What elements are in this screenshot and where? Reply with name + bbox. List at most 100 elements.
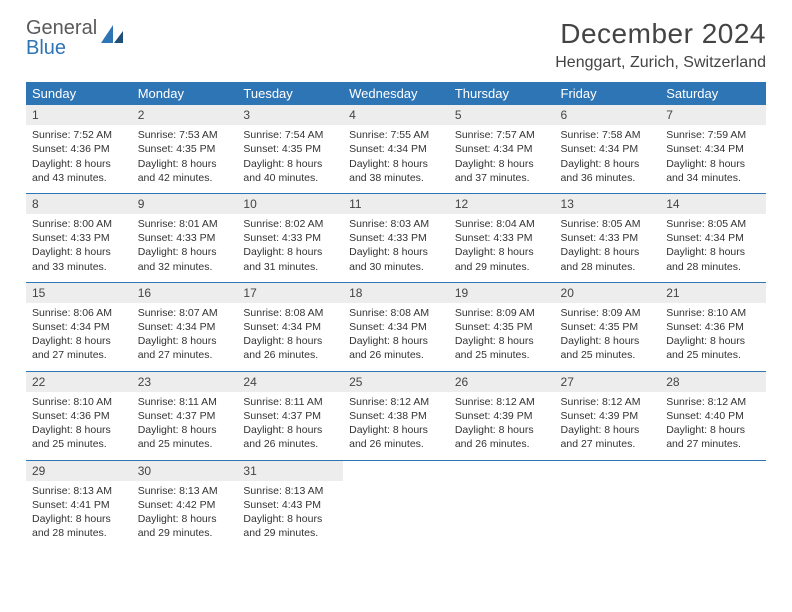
sunrise-text: Sunrise: 8:06 AM bbox=[32, 306, 126, 320]
sunrise-text: Sunrise: 8:13 AM bbox=[243, 484, 337, 498]
daylight-text: Daylight: 8 hours bbox=[32, 157, 126, 171]
sunrise-text: Sunrise: 7:59 AM bbox=[666, 128, 760, 142]
sunset-text: Sunset: 4:33 PM bbox=[561, 231, 655, 245]
calendar-day-cell: 27Sunrise: 8:12 AMSunset: 4:39 PMDayligh… bbox=[555, 371, 661, 460]
day-body: Sunrise: 8:05 AMSunset: 4:33 PMDaylight:… bbox=[555, 214, 661, 282]
calendar-week-row: 15Sunrise: 8:06 AMSunset: 4:34 PMDayligh… bbox=[26, 282, 766, 371]
sunset-text: Sunset: 4:33 PM bbox=[349, 231, 443, 245]
sunrise-text: Sunrise: 8:11 AM bbox=[243, 395, 337, 409]
day-body: Sunrise: 8:12 AMSunset: 4:39 PMDaylight:… bbox=[555, 392, 661, 460]
calendar-day-cell: 1Sunrise: 7:52 AMSunset: 4:36 PMDaylight… bbox=[26, 105, 132, 193]
daylight-text: and 28 minutes. bbox=[32, 526, 126, 540]
day-number: 6 bbox=[555, 105, 661, 125]
sunrise-text: Sunrise: 8:10 AM bbox=[32, 395, 126, 409]
brand-line2: Blue bbox=[26, 38, 97, 58]
daylight-text: Daylight: 8 hours bbox=[666, 245, 760, 259]
day-number: 25 bbox=[343, 372, 449, 392]
daylight-text: and 34 minutes. bbox=[666, 171, 760, 185]
calendar-day-cell: 5Sunrise: 7:57 AMSunset: 4:34 PMDaylight… bbox=[449, 105, 555, 193]
daylight-text: Daylight: 8 hours bbox=[138, 334, 232, 348]
sunrise-text: Sunrise: 8:05 AM bbox=[666, 217, 760, 231]
calendar-day-cell: 19Sunrise: 8:09 AMSunset: 4:35 PMDayligh… bbox=[449, 282, 555, 371]
day-number: 19 bbox=[449, 283, 555, 303]
calendar-day-cell: ..... bbox=[449, 460, 555, 548]
weekday-header: Thursday bbox=[449, 82, 555, 105]
weekday-header: Tuesday bbox=[237, 82, 343, 105]
sunset-text: Sunset: 4:37 PM bbox=[138, 409, 232, 423]
daylight-text: and 26 minutes. bbox=[455, 437, 549, 451]
calendar-day-cell: 28Sunrise: 8:12 AMSunset: 4:40 PMDayligh… bbox=[660, 371, 766, 460]
daylight-text: and 40 minutes. bbox=[243, 171, 337, 185]
daylight-text: and 38 minutes. bbox=[349, 171, 443, 185]
calendar-day-cell: 18Sunrise: 8:08 AMSunset: 4:34 PMDayligh… bbox=[343, 282, 449, 371]
daylight-text: and 30 minutes. bbox=[349, 260, 443, 274]
calendar-day-cell: ..... bbox=[343, 460, 449, 548]
daylight-text: Daylight: 8 hours bbox=[138, 423, 232, 437]
sail-icon bbox=[99, 23, 125, 53]
sunset-text: Sunset: 4:34 PM bbox=[349, 142, 443, 156]
sunrise-text: Sunrise: 8:10 AM bbox=[666, 306, 760, 320]
daylight-text: and 32 minutes. bbox=[138, 260, 232, 274]
day-body: Sunrise: 7:53 AMSunset: 4:35 PMDaylight:… bbox=[132, 125, 238, 193]
daylight-text: Daylight: 8 hours bbox=[561, 423, 655, 437]
daylight-text: and 33 minutes. bbox=[32, 260, 126, 274]
day-body: Sunrise: 8:01 AMSunset: 4:33 PMDaylight:… bbox=[132, 214, 238, 282]
weekday-header: Saturday bbox=[660, 82, 766, 105]
daylight-text: Daylight: 8 hours bbox=[349, 157, 443, 171]
calendar-table: Sunday Monday Tuesday Wednesday Thursday… bbox=[26, 82, 766, 548]
sunrise-text: Sunrise: 8:11 AM bbox=[138, 395, 232, 409]
sunset-text: Sunset: 4:33 PM bbox=[32, 231, 126, 245]
day-body: Sunrise: 8:03 AMSunset: 4:33 PMDaylight:… bbox=[343, 214, 449, 282]
day-number: 5 bbox=[449, 105, 555, 125]
daylight-text: and 29 minutes. bbox=[138, 526, 232, 540]
day-number: 24 bbox=[237, 372, 343, 392]
daylight-text: Daylight: 8 hours bbox=[349, 334, 443, 348]
sunrise-text: Sunrise: 8:13 AM bbox=[32, 484, 126, 498]
calendar-day-cell: 10Sunrise: 8:02 AMSunset: 4:33 PMDayligh… bbox=[237, 193, 343, 282]
sunset-text: Sunset: 4:33 PM bbox=[138, 231, 232, 245]
daylight-text: and 31 minutes. bbox=[243, 260, 337, 274]
sunrise-text: Sunrise: 8:12 AM bbox=[666, 395, 760, 409]
calendar-day-cell: ..... bbox=[555, 460, 661, 548]
day-body: Sunrise: 8:08 AMSunset: 4:34 PMDaylight:… bbox=[343, 303, 449, 371]
daylight-text: Daylight: 8 hours bbox=[243, 245, 337, 259]
day-number: 1 bbox=[26, 105, 132, 125]
sunrise-text: Sunrise: 7:54 AM bbox=[243, 128, 337, 142]
daylight-text: and 25 minutes. bbox=[138, 437, 232, 451]
calendar-week-row: 1Sunrise: 7:52 AMSunset: 4:36 PMDaylight… bbox=[26, 105, 766, 193]
sunset-text: Sunset: 4:34 PM bbox=[138, 320, 232, 334]
daylight-text: and 25 minutes. bbox=[666, 348, 760, 362]
sunrise-text: Sunrise: 8:12 AM bbox=[455, 395, 549, 409]
sunset-text: Sunset: 4:34 PM bbox=[455, 142, 549, 156]
day-body: Sunrise: 7:57 AMSunset: 4:34 PMDaylight:… bbox=[449, 125, 555, 193]
sunrise-text: Sunrise: 8:09 AM bbox=[561, 306, 655, 320]
sunset-text: Sunset: 4:34 PM bbox=[561, 142, 655, 156]
daylight-text: Daylight: 8 hours bbox=[243, 512, 337, 526]
sunset-text: Sunset: 4:34 PM bbox=[243, 320, 337, 334]
sunrise-text: Sunrise: 7:53 AM bbox=[138, 128, 232, 142]
day-body: Sunrise: 8:12 AMSunset: 4:38 PMDaylight:… bbox=[343, 392, 449, 460]
month-title: December 2024 bbox=[555, 18, 766, 50]
sunset-text: Sunset: 4:41 PM bbox=[32, 498, 126, 512]
day-body: Sunrise: 8:11 AMSunset: 4:37 PMDaylight:… bbox=[237, 392, 343, 460]
daylight-text: and 29 minutes. bbox=[243, 526, 337, 540]
sunset-text: Sunset: 4:35 PM bbox=[138, 142, 232, 156]
day-body: Sunrise: 7:59 AMSunset: 4:34 PMDaylight:… bbox=[660, 125, 766, 193]
day-number: 3 bbox=[237, 105, 343, 125]
day-body: Sunrise: 8:12 AMSunset: 4:40 PMDaylight:… bbox=[660, 392, 766, 460]
daylight-text: Daylight: 8 hours bbox=[243, 423, 337, 437]
day-body: Sunrise: 8:13 AMSunset: 4:41 PMDaylight:… bbox=[26, 481, 132, 549]
day-body: Sunrise: 8:13 AMSunset: 4:42 PMDaylight:… bbox=[132, 481, 238, 549]
calendar-day-cell: 13Sunrise: 8:05 AMSunset: 4:33 PMDayligh… bbox=[555, 193, 661, 282]
calendar-day-cell: 4Sunrise: 7:55 AMSunset: 4:34 PMDaylight… bbox=[343, 105, 449, 193]
weekday-header-row: Sunday Monday Tuesday Wednesday Thursday… bbox=[26, 82, 766, 105]
calendar-day-cell: 21Sunrise: 8:10 AMSunset: 4:36 PMDayligh… bbox=[660, 282, 766, 371]
weekday-header: Sunday bbox=[26, 82, 132, 105]
day-body: Sunrise: 8:04 AMSunset: 4:33 PMDaylight:… bbox=[449, 214, 555, 282]
weekday-header: Monday bbox=[132, 82, 238, 105]
sunset-text: Sunset: 4:35 PM bbox=[243, 142, 337, 156]
day-number: 4 bbox=[343, 105, 449, 125]
daylight-text: and 26 minutes. bbox=[349, 437, 443, 451]
sunrise-text: Sunrise: 8:05 AM bbox=[561, 217, 655, 231]
daylight-text: and 27 minutes. bbox=[666, 437, 760, 451]
